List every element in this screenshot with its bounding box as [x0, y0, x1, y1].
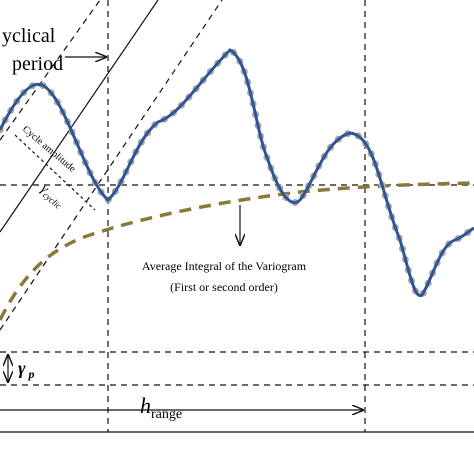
variogram-curve — [0, 48, 474, 298]
subscript: cyclic — [41, 190, 64, 211]
integral-label: Average Integral of the Variogram — [142, 259, 307, 273]
period-label: period — [12, 53, 63, 75]
guides — [0, 0, 474, 433]
h-range-label: hrange — [140, 393, 182, 422]
h: h — [140, 393, 151, 418]
order-label: (First or second order) — [170, 280, 278, 294]
cyclical-label: yclical — [2, 25, 56, 47]
gamma: γ — [18, 358, 26, 378]
variogram-integral — [0, 181, 474, 321]
gamma-cyclic-label: γcyclic — [37, 182, 68, 211]
subscript: p — [28, 367, 35, 381]
subscript: range — [151, 407, 182, 422]
amplitude-line — [14, 134, 96, 211]
